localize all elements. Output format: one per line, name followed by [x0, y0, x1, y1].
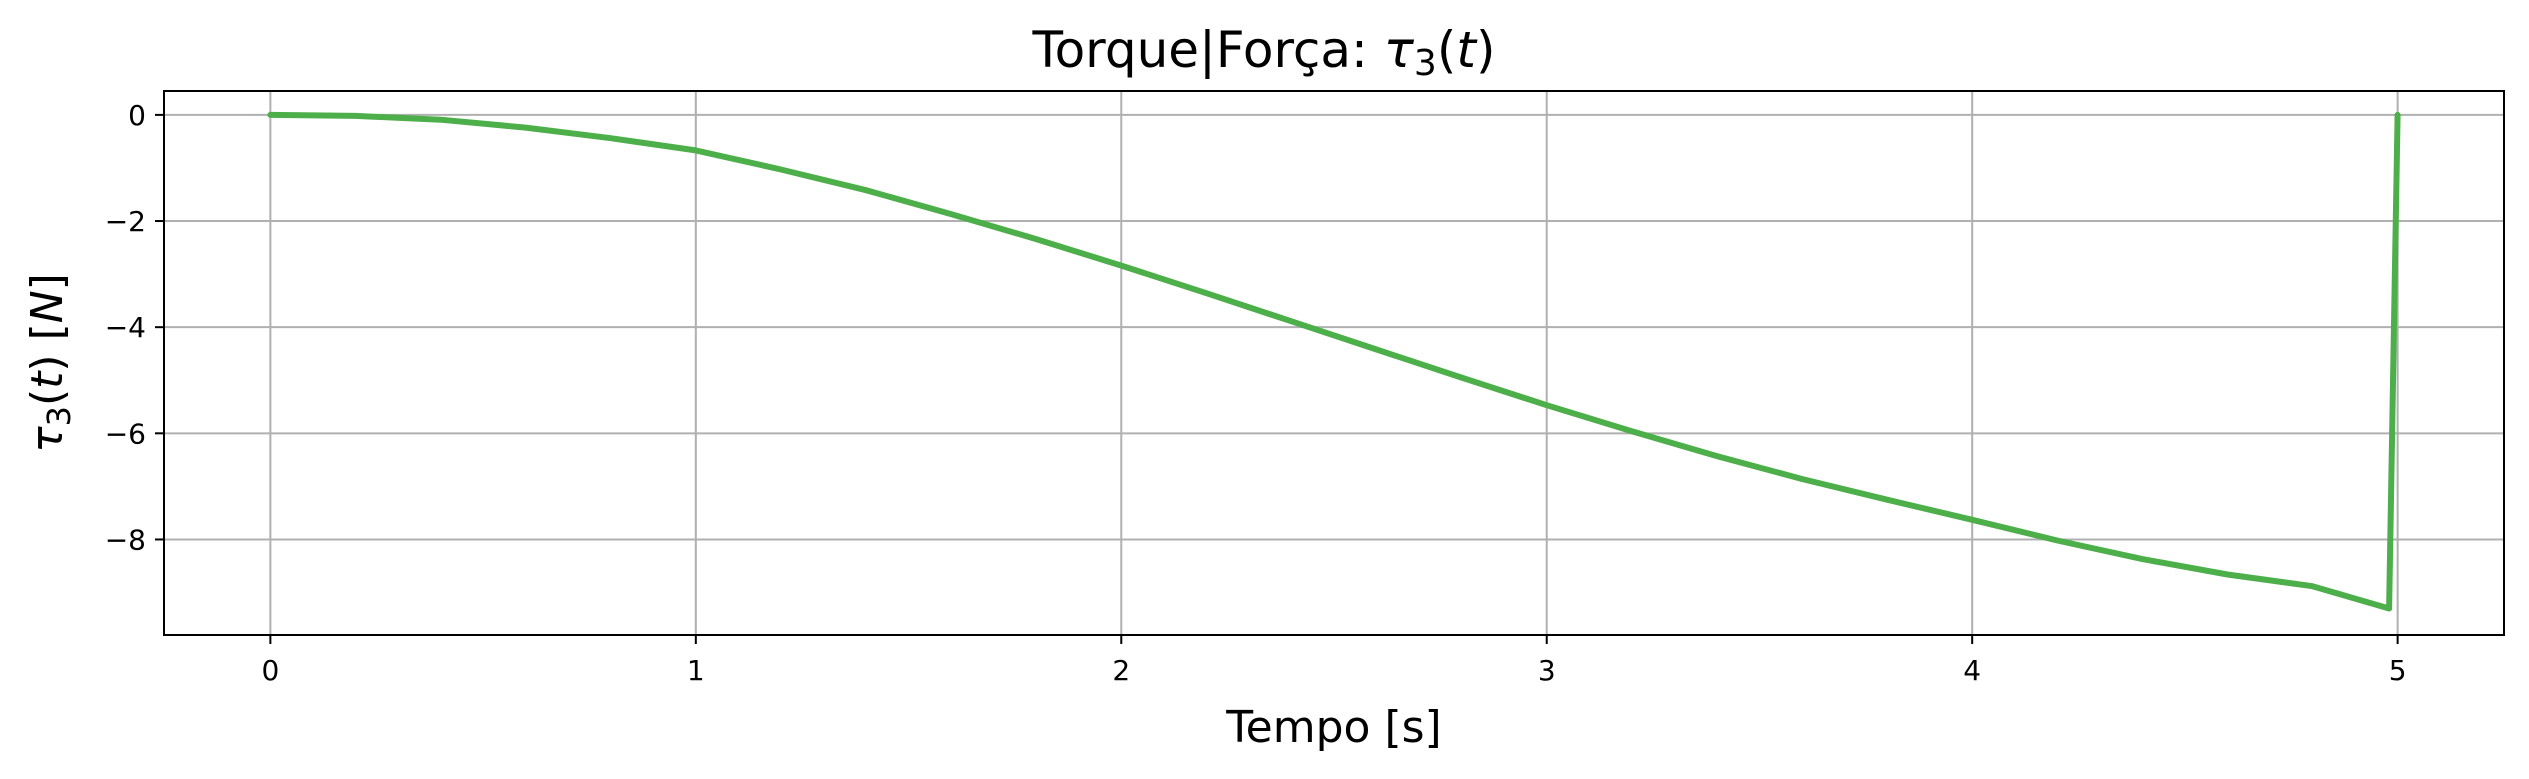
grid [164, 91, 2504, 635]
chart-title: Torque|Força: τ3(t) [1032, 21, 1496, 84]
plot-frame [163, 90, 2505, 636]
x-tick-label: 1 [687, 654, 705, 687]
y-tick-label: −6 [105, 417, 146, 450]
x-axis-label: Tempo [s] [1225, 702, 1441, 753]
series-line [267, 111, 2401, 612]
x-tick-label: 4 [1963, 654, 1981, 687]
y-axis-label: τ3(t) [N] [22, 273, 78, 453]
y-tick-label: −2 [105, 205, 146, 238]
y-tick-label: 0 [128, 99, 146, 132]
x-tick-label: 3 [1538, 654, 1556, 687]
ticks: 0 1 2 3 4 5 0 −2 −4 −6 −8 [105, 99, 2407, 687]
x-tick-label: 2 [1112, 654, 1130, 687]
y-tick-label: −4 [105, 311, 146, 344]
x-tick-label: 5 [2389, 654, 2407, 687]
x-tick-label: 0 [261, 654, 279, 687]
series-layer [267, 111, 2401, 612]
y-tick-label: −8 [105, 523, 146, 556]
